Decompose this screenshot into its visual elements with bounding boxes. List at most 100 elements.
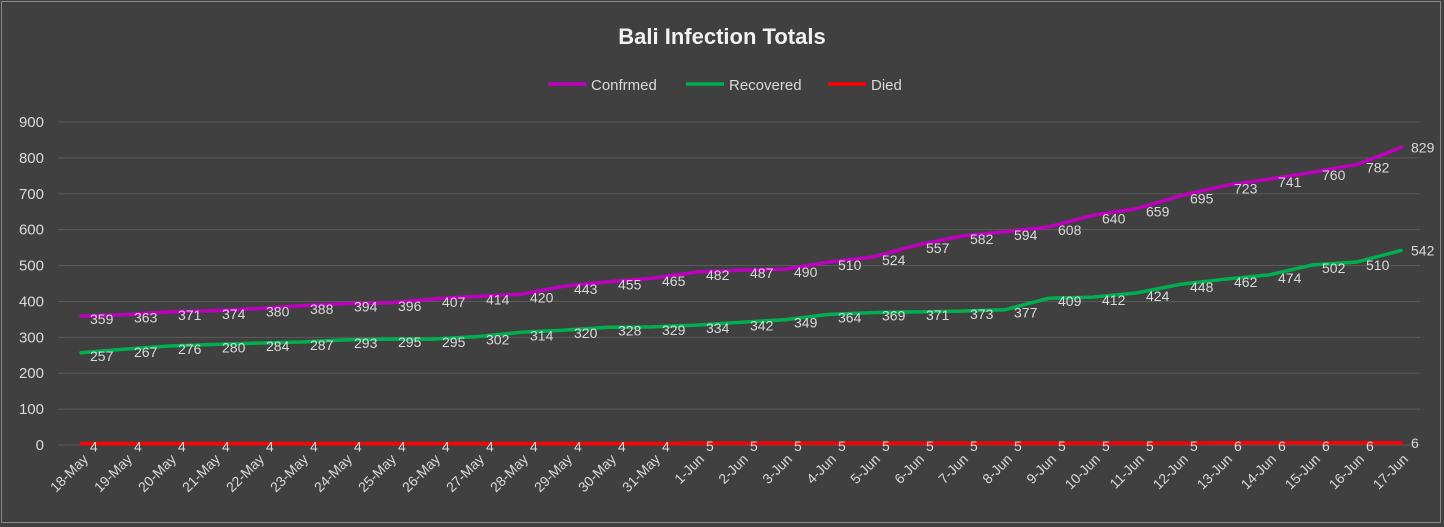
y-tick-label: 800 (19, 150, 44, 167)
data-label: 420 (530, 289, 554, 305)
data-label: 409 (1058, 293, 1082, 309)
x-tick-label: 16-Jun (1326, 451, 1368, 493)
data-label: 462 (1234, 274, 1258, 290)
data-label: 267 (134, 344, 158, 360)
x-tick-label: 29-May (531, 451, 575, 495)
data-label: 557 (926, 240, 950, 256)
data-label: 4 (178, 439, 186, 455)
legend-item-confrmed: Confrmed (548, 77, 657, 94)
legend-label: Confrmed (591, 77, 657, 94)
data-label: 782 (1366, 159, 1390, 175)
data-label: 5 (1146, 438, 1154, 454)
data-label: 424 (1146, 288, 1170, 304)
x-tick-label: 2-Jun (715, 451, 751, 487)
data-label: 295 (442, 334, 466, 350)
data-label: 487 (750, 265, 774, 281)
x-tick-label: 24-May (311, 451, 355, 495)
data-label: 4 (90, 439, 98, 455)
data-label: 334 (706, 320, 730, 336)
data-label: 380 (266, 304, 290, 320)
data-label: 6 (1278, 438, 1286, 454)
x-tick-label: 30-May (575, 451, 619, 495)
gridlines (58, 121, 1420, 446)
data-label: 510 (1366, 257, 1390, 273)
x-tick-label: 21-May (179, 451, 223, 495)
data-label: 4 (266, 439, 274, 455)
data-label: 374 (222, 306, 246, 322)
data-label: 5 (794, 438, 802, 454)
data-label: 582 (970, 231, 994, 247)
data-label: 741 (1278, 174, 1302, 190)
data-label: 373 (970, 306, 994, 322)
data-label: 5 (1190, 438, 1198, 454)
x-tick-label: 11-Jun (1106, 451, 1147, 492)
legend-label: Recovered (729, 77, 802, 94)
data-label: 465 (662, 273, 686, 289)
data-label: 5 (706, 438, 714, 454)
data-label: 364 (838, 309, 862, 325)
data-label: 287 (310, 337, 334, 353)
series-line-died (79, 441, 1403, 446)
data-label: 349 (794, 315, 818, 331)
x-tick-label: 22-May (223, 451, 267, 495)
x-tick-label: 15-Jun (1282, 451, 1324, 493)
data-label: 4 (134, 439, 142, 455)
data-label: 482 (706, 267, 730, 283)
data-label: 284 (266, 338, 290, 354)
data-label: 5 (882, 438, 890, 454)
x-tick-label: 20-May (135, 451, 179, 495)
series-line-recovered (79, 248, 1403, 355)
data-label: 524 (882, 252, 906, 268)
x-tick-label: 6-Jun (891, 451, 927, 487)
data-label: 414 (486, 291, 510, 307)
data-label: 760 (1322, 167, 1346, 183)
y-axis-ticks: 0 100 200 300 400 500 600 700 800 900 (19, 114, 44, 454)
data-label: 6 (1234, 438, 1242, 454)
y-tick-label: 200 (19, 365, 44, 382)
data-label: 412 (1102, 292, 1126, 308)
x-tick-label: 3-Jun (759, 451, 795, 487)
data-label: 6 (1366, 438, 1374, 454)
data-label: 4 (662, 439, 670, 455)
x-tick-label: 17-Jun (1370, 451, 1412, 493)
y-tick-label: 100 (19, 401, 44, 418)
data-label: 328 (618, 322, 642, 338)
y-tick-label: 400 (19, 293, 44, 310)
x-tick-label: 14-Jun (1238, 451, 1280, 493)
y-tick-label: 500 (19, 258, 44, 275)
data-label: 6 (1322, 438, 1330, 454)
data-label: 257 (90, 348, 114, 364)
chart-title: Bali Infection Totals (618, 24, 825, 49)
data-label: 4 (442, 439, 450, 455)
x-tick-label: 18-May (47, 451, 91, 495)
x-tick-label: 5-Jun (847, 451, 883, 487)
x-tick-label: 28-May (487, 451, 531, 495)
legend-item-recovered: Recovered (686, 77, 802, 94)
data-label: 4 (618, 439, 626, 455)
y-tick-label: 600 (19, 222, 44, 239)
data-label: 369 (882, 308, 906, 324)
legend-label: Died (871, 77, 902, 94)
series-line-confrmed (79, 145, 1403, 318)
data-label: 695 (1190, 191, 1214, 207)
data-label: 5 (926, 438, 934, 454)
data-label: 280 (222, 340, 246, 356)
data-label: 329 (662, 322, 686, 338)
data-label: 640 (1102, 210, 1126, 226)
data-label: 276 (178, 341, 202, 357)
data-label: 443 (574, 281, 598, 297)
data-label: 293 (354, 335, 378, 351)
data-label: 5 (838, 438, 846, 454)
x-tick-label: 25-May (355, 451, 399, 495)
data-label: 302 (486, 332, 510, 348)
data-label: 314 (530, 327, 554, 343)
data-label: 4 (486, 439, 494, 455)
x-axis-ticks: 18-May 19-May 20-May 21-May 22-May 23-May 24-M… (47, 451, 1411, 495)
data-label: 455 (618, 277, 642, 293)
data-label: 388 (310, 301, 334, 317)
data-label: 5 (1058, 438, 1066, 454)
data-label: 394 (354, 299, 378, 315)
data-label: 407 (442, 294, 466, 310)
